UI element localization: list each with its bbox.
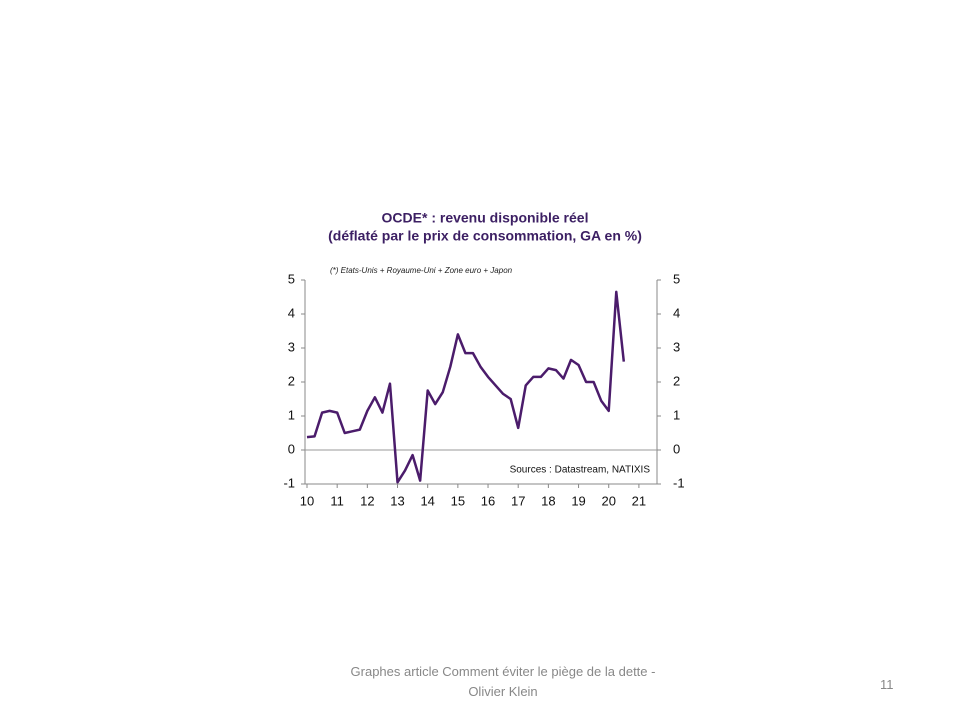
note: (*) Etats-Unis + Royaume-Uni + Zone euro… (330, 266, 513, 275)
y-tick-label: 0 (288, 441, 295, 456)
x-tick-label: 19 (571, 493, 585, 508)
x-tick-label: 15 (451, 493, 465, 508)
x-tick-label: 12 (360, 493, 374, 508)
x-tick-label: 11 (330, 493, 344, 508)
x-tick-label: 20 (601, 493, 615, 508)
y2-tick-label: 3 (673, 339, 680, 354)
y-tick-label: 1 (288, 407, 295, 422)
x-tick-label: 14 (420, 493, 434, 508)
x-tick-label: 17 (511, 493, 525, 508)
footer-text: Graphes article Comment éviter le piège … (350, 664, 656, 699)
y-tick-label: 4 (288, 305, 295, 320)
y2-tick-label: -1 (673, 475, 685, 490)
x-tick-label: 10 (300, 493, 314, 508)
y2-tick-label: 4 (673, 305, 680, 320)
y-tick-label: -1 (283, 475, 295, 490)
x-tick-label: 13 (390, 493, 404, 508)
data-line (306, 290, 626, 484)
x-tick-label: 16 (481, 493, 495, 508)
y2-tick-label: 1 (673, 407, 680, 422)
y-tick-label: 2 (288, 373, 295, 388)
y-tick-label: 5 (288, 271, 295, 286)
x-tick-label: 21 (632, 493, 646, 508)
y2-tick-label: 5 (673, 271, 680, 286)
source: Sources : Datastream, NATIXIS (510, 465, 651, 476)
y2-tick-label: 2 (673, 373, 680, 388)
y-tick-label: 3 (288, 339, 295, 354)
chart-subtitle: (déflaté par le prix de consommation, GA… (328, 228, 642, 244)
chart-title: OCDE* : revenu disponible réel (382, 210, 589, 226)
x-tick-label: 18 (541, 493, 555, 508)
y2-tick-label: 0 (673, 441, 680, 456)
page-number: 11 (880, 677, 894, 692)
